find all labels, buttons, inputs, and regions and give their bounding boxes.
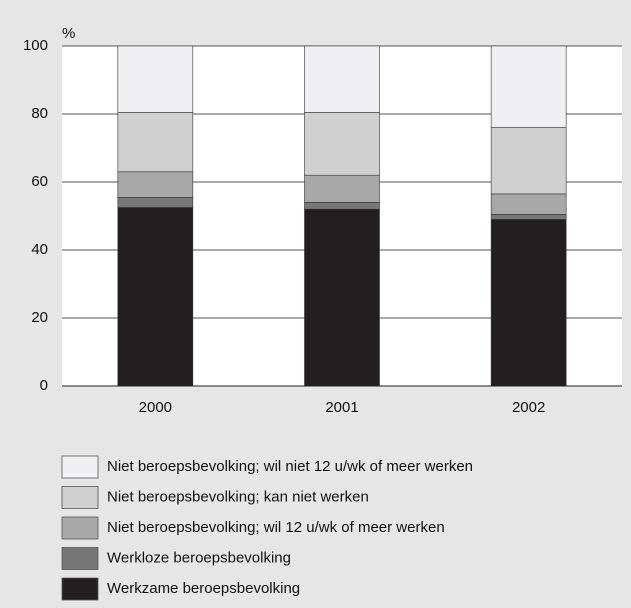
bar-segment (490, 193, 567, 215)
x-tick-label: 2000 (139, 399, 172, 416)
bar-segment (304, 174, 380, 203)
y-tick-label: 100 (23, 37, 48, 54)
legend-label: Niet beroepsbevolking; wil 12 u/wk of me… (107, 519, 445, 536)
y-tick-label: 60 (31, 173, 48, 190)
bar-segment (490, 214, 567, 220)
y-tick-label: 40 (31, 241, 48, 258)
y-tick-label: 0 (40, 377, 48, 394)
x-tick-label: 2002 (512, 399, 545, 416)
legend-label: Niet beroepsbevolking; kan niet werken (107, 488, 369, 505)
bar-segment (490, 219, 567, 387)
legend-swatch (61, 547, 99, 570)
bar-segment (117, 207, 194, 387)
bar-segment (117, 197, 194, 208)
legend-swatch (61, 577, 99, 601)
legend-swatch (61, 455, 99, 479)
legend-label: Werkzame beroepsbevolking (107, 580, 300, 597)
bar-segment (490, 45, 567, 128)
legend-label: Werkloze beroepsbevolking (107, 549, 291, 566)
legend-swatch (61, 516, 99, 540)
bar-segment (304, 45, 380, 113)
y-tick-label: 20 (31, 309, 48, 326)
bar-segment (304, 112, 380, 176)
bar-segment (304, 202, 380, 210)
bar-segment (117, 171, 194, 198)
bar-segment (117, 45, 194, 113)
legend-label: Niet beroepsbevolking; wil niet 12 u/wk … (107, 458, 473, 475)
bar-segment (490, 127, 567, 195)
x-tick-label: 2001 (325, 399, 358, 416)
legend-swatch (61, 486, 99, 509)
y-tick-label: 80 (31, 105, 48, 122)
y-axis-label: % (62, 25, 75, 42)
bar-segment (304, 208, 380, 387)
bar-segment (117, 112, 194, 173)
